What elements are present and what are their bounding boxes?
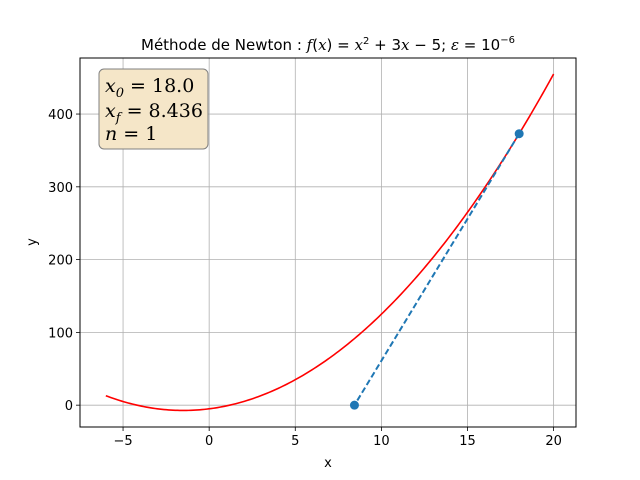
y-tick-label: 300 [48, 181, 73, 196]
x-tick-label: −5 [113, 434, 132, 449]
iteration-point [514, 129, 524, 139]
info-line-n: n = 1 [105, 123, 157, 145]
y-tick-label: 0 [65, 399, 73, 414]
iteration-point [349, 400, 359, 410]
x-tick-label: 15 [459, 434, 476, 449]
axes-frame [79, 57, 577, 428]
x-tick-label: 0 [205, 434, 213, 449]
y-tick-label: 400 [48, 108, 73, 123]
tangent-line [353, 133, 521, 406]
y-axis-label: y [25, 238, 40, 246]
x-tick-label: 10 [373, 434, 390, 449]
y-tick-label: 100 [48, 326, 73, 341]
info-line-x0: x0 = 18.0 [105, 75, 194, 101]
info-line-xf: xf = 8.436 [105, 100, 203, 126]
x-axis-label: x [324, 456, 332, 471]
chart-title: Méthode de Newton : f(x) = x2 + 3x − 5; … [141, 35, 515, 54]
function-curve [105, 73, 555, 412]
x-tick-label: 5 [291, 434, 299, 449]
info-box-background [98, 68, 209, 150]
y-tick-label: 200 [48, 254, 73, 269]
x-tick-label: 20 [545, 434, 562, 449]
plot-content [105, 73, 555, 412]
info-box: x0 = 18.0 xf = 8.436 n = 1 [98, 68, 209, 150]
